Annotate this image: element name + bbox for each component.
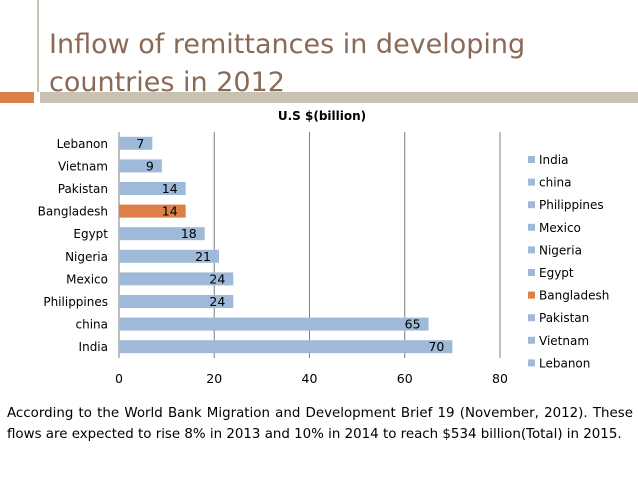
legend-label-philippines: Philippines [539, 198, 604, 212]
y-tick-label-egypt: Egypt [73, 227, 108, 241]
legend-label-vietnam: Vietnam [539, 334, 589, 348]
x-tick-label-0: 0 [115, 371, 123, 386]
bar-philippines [119, 295, 234, 308]
legend-swatch-egypt [528, 269, 535, 276]
legend-label-pakistan: Pakistan [539, 311, 589, 325]
legend-label-india: India [539, 153, 568, 167]
chart-title: U.S $(billion) [278, 109, 366, 123]
legend-swatch-mexico [528, 223, 535, 231]
bar-lebanon [119, 136, 153, 150]
data-label-philippines: 24 [209, 294, 225, 309]
x-tick-label-60: 60 [397, 371, 413, 386]
bar-nigeria [119, 249, 220, 263]
legend-swatch-bangladesh [528, 291, 535, 299]
legend-swatch-india [528, 156, 535, 163]
legend-label-nigeria: Nigeria [539, 243, 582, 257]
data-label-nigeria: 21 [195, 249, 211, 264]
data-label-india: 70 [428, 339, 444, 354]
legend-label-bangladesh: Bangladesh [539, 289, 609, 303]
footnote-line-2: These flows are expected to rise 8% in 2… [7, 406, 633, 442]
data-label-mexico: 24 [209, 271, 225, 286]
data-label-vietnam: 9 [146, 158, 154, 173]
legend-swatch-pakistan [528, 314, 535, 322]
y-tick-label-nigeria: Nigeria [65, 250, 108, 264]
data-label-lebanon: 7 [136, 136, 144, 151]
footnote: According to the World Bank Migration an… [7, 403, 633, 445]
x-tick-label-80: 80 [492, 371, 508, 386]
y-tick-label-lebanon: Lebanon [57, 137, 108, 151]
data-label-bangladesh: 14 [162, 204, 178, 219]
bar-vietnam [119, 159, 162, 173]
x-tick-label-20: 20 [206, 371, 222, 386]
bar-pakistan [119, 182, 186, 195]
title-left-rule [37, 0, 39, 92]
remittance-bar-chart: U.S $(billion) 0 20 40 60 80 70 India 65 china 24 P… [38, 109, 610, 386]
legend-label-mexico: Mexico [539, 221, 581, 235]
y-tick-label-china: china [76, 318, 109, 332]
bar-india [119, 340, 453, 354]
y-tick-label-pakistan: Pakistan [58, 182, 108, 196]
legend-label-lebanon: Lebanon [539, 356, 590, 370]
legend-label-egypt: Egypt [539, 266, 574, 280]
title-accent-bar [0, 92, 34, 103]
bar-china [119, 317, 429, 331]
bar-mexico [119, 272, 234, 286]
slide-title: Inflow of remittances in developing coun… [49, 26, 609, 102]
y-tick-label-philippines: Philippines [43, 295, 108, 309]
data-label-pakistan: 14 [162, 181, 178, 196]
slide-title-line-1: Inflow of remittances in developing [49, 29, 526, 61]
data-label-china: 65 [405, 317, 421, 332]
x-tick-label-40: 40 [302, 371, 318, 386]
data-label-egypt: 18 [181, 226, 197, 241]
y-tick-label-bangladesh: Bangladesh [38, 205, 108, 219]
legend-swatch-philippines [528, 201, 535, 209]
y-tick-label-vietnam: Vietnam [58, 159, 108, 173]
bar-egypt [119, 227, 205, 241]
y-tick-label-mexico: Mexico [66, 272, 108, 286]
bar-bangladesh [119, 204, 186, 218]
legend-swatch-nigeria [528, 246, 535, 254]
legend-swatch-china [528, 178, 535, 186]
legend-label-china: china [539, 176, 572, 190]
footnote-line-3: billion(Total) in 2015. [480, 427, 622, 442]
legend-swatch-vietnam [528, 336, 535, 344]
footnote-line-1: According to the World Bank Migration an… [7, 406, 588, 421]
legend-swatch-lebanon [528, 359, 535, 367]
title-rule-bar [40, 92, 638, 103]
y-tick-label-india: India [79, 340, 108, 354]
